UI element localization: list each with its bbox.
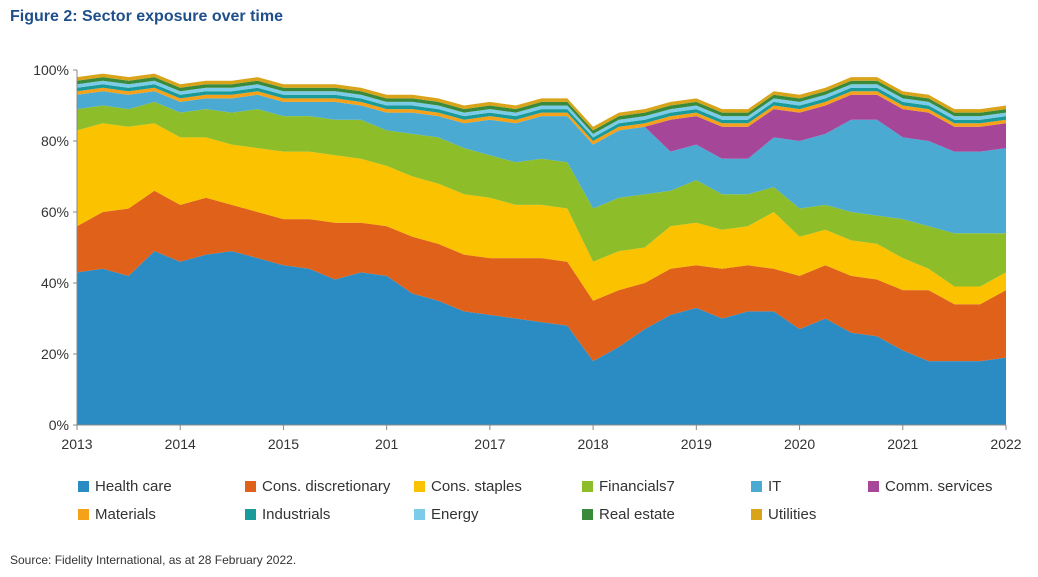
area-series-4: [77, 91, 1006, 234]
area-series-2: [77, 123, 1006, 305]
x-tick-label: 2018: [578, 436, 609, 452]
x-tick-label: 201: [375, 436, 399, 452]
figure-title: Figure 2: Sector exposure over time: [10, 8, 283, 25]
source-note: Source: Fidelity International, as at 28…: [10, 553, 297, 567]
legend-swatch: [78, 481, 89, 492]
y-tick-label: 60%: [41, 204, 69, 220]
area-series-8: [77, 80, 1006, 138]
area-series-0: [77, 251, 1006, 425]
legend-swatch: [582, 481, 593, 492]
x-tick-label: 2022: [990, 436, 1021, 452]
legend-label: Financials7: [599, 478, 675, 495]
x-tick-label: 2020: [784, 436, 815, 452]
legend-label: Materials: [95, 506, 156, 523]
area-series-3: [77, 101, 1006, 287]
legend-item: Real estate: [582, 506, 675, 523]
legend-label: Comm. services: [885, 478, 993, 495]
legend-swatch: [751, 481, 762, 492]
legend-swatch: [868, 481, 879, 492]
legend-label: Cons. staples: [431, 478, 522, 495]
legend-swatch: [245, 481, 256, 492]
x-tick-label: 2017: [474, 436, 505, 452]
x-tick-label: 2015: [268, 436, 299, 452]
legend-item: IT: [751, 478, 781, 495]
y-tick-label: 20%: [41, 346, 69, 362]
x-tick-label: 2014: [165, 436, 196, 452]
legend-item: Comm. services: [868, 478, 993, 495]
x-tick-label: 2019: [681, 436, 712, 452]
legend-swatch: [78, 509, 89, 520]
legend-item: Utilities: [751, 506, 816, 523]
legend-label: Real estate: [599, 506, 675, 523]
axes-layer: [76, 70, 1006, 426]
legend-swatch: [582, 509, 593, 520]
stacked-area-chart: 0% 20% 40% 60% 80% 100% 2013 2014 2015 201 2017 201…: [33, 62, 1022, 452]
area-series-9: [77, 77, 1006, 134]
x-tick-label: 2021: [887, 436, 918, 452]
legend-label: Health care: [95, 478, 172, 495]
legend-item: Energy: [414, 506, 479, 523]
legend-item: Cons. discretionary: [245, 478, 390, 495]
legend-swatch: [751, 509, 762, 520]
x-tick-label: 2013: [61, 436, 92, 452]
legend-item: Industrials: [245, 506, 330, 523]
legend-item: Financials7: [582, 478, 675, 495]
legend-label: Energy: [431, 506, 479, 523]
legend-item: Health care: [78, 478, 172, 495]
legend-swatch: [414, 509, 425, 520]
areas-layer: [77, 73, 1006, 425]
legend-label: IT: [768, 478, 782, 495]
y-tick-label: 100%: [33, 62, 69, 78]
legend-swatch: [245, 509, 256, 520]
y-tick-label: 40%: [41, 275, 69, 291]
area-series-5: [77, 91, 1006, 159]
y-tick-label: 80%: [41, 133, 69, 149]
legend-swatch: [414, 481, 425, 492]
legend-label: Cons. discretionary: [262, 478, 391, 495]
legend-label: Utilities: [768, 506, 817, 523]
y-tick-label: 0%: [49, 417, 69, 433]
area-series-1: [77, 190, 1006, 362]
area-series-7: [77, 84, 1006, 141]
legend-label: Industrials: [262, 506, 331, 523]
legend-item: Cons. staples: [414, 478, 522, 495]
ticks-layer: 0% 20% 40% 60% 80% 100% 2013 2014 2015 201 2017 201…: [33, 62, 1022, 452]
area-series-10: [77, 73, 1006, 131]
legend-item: Materials: [78, 506, 156, 523]
